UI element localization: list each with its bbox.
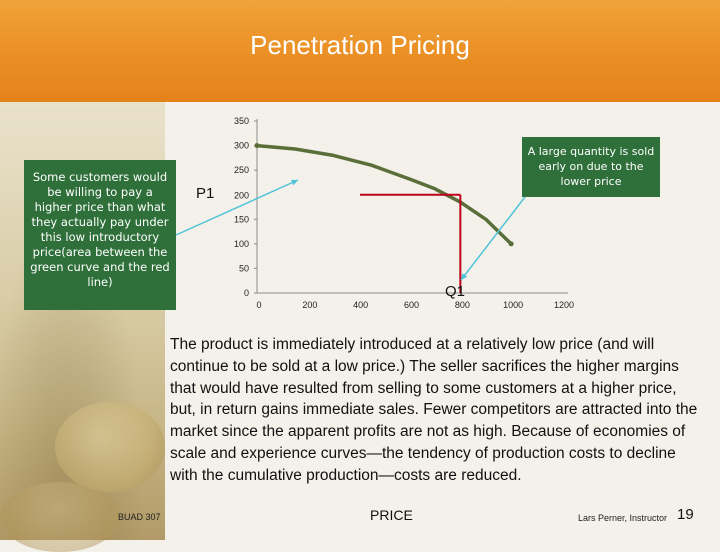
chart-lines [254,143,514,293]
arrow-large-quantity-head [461,273,468,280]
x-tick-label: 800 [455,300,470,310]
x-tick-label: 400 [353,300,368,310]
curve-start-marker [254,143,260,149]
arrow-consumer-surplus-head [291,179,298,186]
x-tick-label: 200 [302,300,317,310]
y-tick-label: 100 [234,239,249,249]
slide-header: Penetration Pricing [0,0,720,102]
callout-consumer-surplus: Some customers would be willing to pay a… [24,160,176,310]
x-tick-label: 1200 [554,300,574,310]
y-tick-label: 0 [244,288,249,298]
y-tick-label: 50 [239,263,249,273]
x-tick-label: 1000 [503,300,523,310]
chart-arrows [175,179,526,281]
footer-author: Lars Perner, Instructor [578,513,668,523]
arrow-large-quantity [460,196,526,281]
slide-body-text: The product is immediately introduced at… [170,336,698,484]
chart-ticks: 0 50 100 150 250 300 350 200 0 200 400 600 800 1000 12… [234,116,574,310]
curve-end-marker [508,241,514,247]
y-tick-label: 300 [234,141,249,151]
demand-curve [255,143,513,246]
demand-chart: 0 50 100 150 250 300 350 200 0 200 400 600 800 1000 12… [175,116,574,310]
price-label-p1: P1 [196,185,214,202]
page-number: 19 [677,506,694,523]
x-tick-label: 0 [256,300,261,310]
callout-large-quantity: A large quantity is sold early on due to… [522,137,660,197]
coin-image [55,402,165,492]
slide-title: Penetration Pricing [250,30,470,60]
y-tick-label: 350 [234,116,249,126]
y-tick-label: 150 [234,214,249,224]
arrow-consumer-surplus [175,179,299,236]
quantity-label-q1: Q1 [445,283,465,300]
footer-course-code: BUAD 307 [118,512,161,522]
y-tick-label: 250 [234,165,249,175]
x-tick-label: 600 [404,300,419,310]
chart-labels: P1 Q1 [196,185,465,300]
footer-section-label: PRICE [370,507,413,523]
y-tick-label: 200 [234,191,249,201]
